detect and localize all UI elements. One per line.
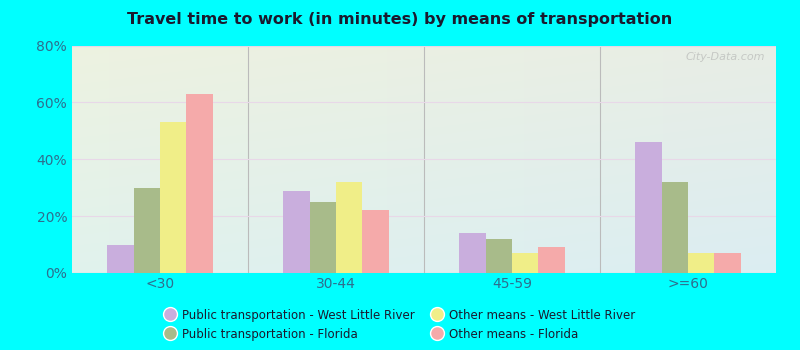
Bar — [486, 239, 512, 273]
Legend: Public transportation - West Little River, Public transportation - Florida, Othe: Public transportation - West Little Rive… — [165, 309, 635, 341]
Bar — [160, 122, 186, 273]
Bar — [134, 188, 160, 273]
Bar — [662, 182, 688, 273]
Text: Travel time to work (in minutes) by means of transportation: Travel time to work (in minutes) by mean… — [127, 12, 673, 27]
Bar — [310, 202, 336, 273]
Bar — [635, 142, 662, 273]
Text: City-Data.com: City-Data.com — [686, 52, 766, 62]
Bar — [512, 253, 538, 273]
Bar — [459, 233, 486, 273]
Bar — [336, 182, 362, 273]
Bar — [714, 253, 741, 273]
Bar — [186, 94, 213, 273]
Bar — [107, 245, 134, 273]
Bar — [362, 210, 389, 273]
Bar — [283, 190, 310, 273]
Bar — [688, 253, 714, 273]
Bar — [538, 247, 565, 273]
